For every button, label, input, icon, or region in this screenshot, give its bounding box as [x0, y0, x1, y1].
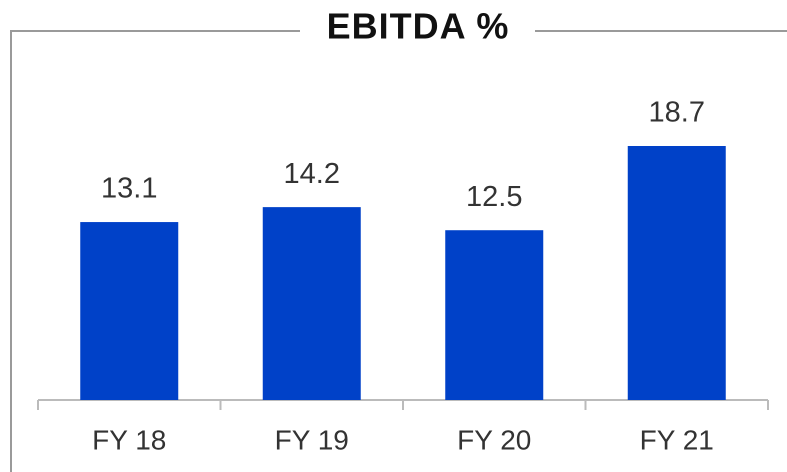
data-label: 18.7 [649, 97, 705, 129]
x-tick-label: FY 18 [92, 424, 166, 455]
x-tick-label: FY 20 [457, 424, 531, 455]
data-label: 14.2 [284, 158, 340, 190]
data-label: 13.1 [101, 173, 157, 205]
bar [627, 146, 726, 400]
chart-title: EBITDA % [327, 6, 510, 47]
x-tick-label: FY 21 [640, 424, 714, 455]
x-tick-label: FY 19 [275, 424, 349, 455]
bar [445, 230, 544, 400]
data-label: 12.5 [466, 181, 522, 213]
bar [80, 222, 179, 400]
bar [262, 207, 361, 400]
